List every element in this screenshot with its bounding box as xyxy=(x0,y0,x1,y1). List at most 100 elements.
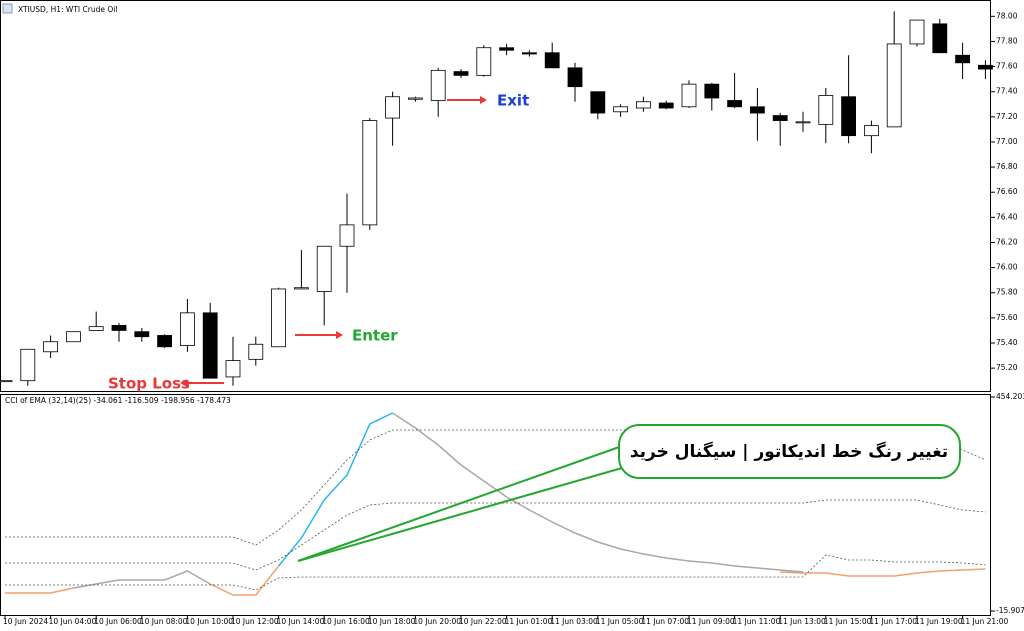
candle-body xyxy=(0,380,13,383)
indicator-line xyxy=(73,412,804,589)
candle-body xyxy=(248,343,264,360)
y-tick-label: 76.40 xyxy=(996,212,1018,221)
candle-body xyxy=(407,97,423,100)
candle-body xyxy=(385,96,401,119)
candle-body xyxy=(43,341,58,353)
candle-body xyxy=(978,64,993,70)
chart-title: XTIUSD, H1: WTI Crude Oil xyxy=(18,5,117,14)
x-tick-label: 10 Jun 08:00 xyxy=(140,617,188,626)
candle-body xyxy=(157,335,173,348)
callout-box xyxy=(618,424,961,479)
candle-body xyxy=(932,23,948,54)
indicator-panel xyxy=(0,394,991,616)
candle-body xyxy=(750,106,765,114)
x-tick-label: 11 Jun 17:00 xyxy=(869,617,917,626)
y-tick-label: 77.80 xyxy=(996,36,1018,45)
candle-body xyxy=(316,245,332,292)
candle-body xyxy=(179,312,195,346)
candle-body xyxy=(476,47,492,76)
symbol-icon xyxy=(2,3,13,14)
level-line xyxy=(5,499,986,571)
candle-body xyxy=(430,69,446,101)
y-tick-label: 77.20 xyxy=(996,112,1018,121)
candle-body xyxy=(864,125,879,137)
x-tick-label: 11 Jun 01:00 xyxy=(505,617,553,626)
candle-body xyxy=(20,348,36,382)
candle-body xyxy=(886,43,902,128)
indicator-line xyxy=(278,412,393,567)
y-tick-label: 76.80 xyxy=(996,162,1018,171)
annotation-arrow-head xyxy=(336,331,343,339)
candle-body xyxy=(544,52,560,69)
annotation-arrow-head xyxy=(480,96,487,104)
candle-body xyxy=(453,71,469,76)
candle-body xyxy=(339,224,355,247)
callout-pointer xyxy=(297,445,623,562)
x-tick-label: 11 Jun 15:00 xyxy=(824,617,872,626)
callout-pointer xyxy=(297,467,623,562)
candle-body xyxy=(613,106,628,113)
candle-body xyxy=(293,287,309,290)
x-tick-label: 10 Jun 2024 xyxy=(3,617,48,626)
x-tick-label: 11 Jun 21:00 xyxy=(961,617,1009,626)
y-tick-label: 78.00 xyxy=(996,11,1018,20)
x-tick-label: 10 Jun 10:00 xyxy=(185,617,233,626)
candle-body xyxy=(362,120,378,226)
candle-body xyxy=(134,331,150,338)
candle-body xyxy=(795,121,811,124)
price-panel xyxy=(0,0,991,392)
x-tick-label: 11 Jun 05:00 xyxy=(596,617,644,626)
x-tick-label: 11 Jun 03:00 xyxy=(550,617,598,626)
candle-body xyxy=(522,52,537,55)
x-tick-label: 10 Jun 06:00 xyxy=(94,617,142,626)
candle-body xyxy=(727,100,742,108)
annotation-arrow-head xyxy=(180,379,187,387)
y-tick-label: 77.40 xyxy=(996,87,1018,96)
y-tick-label: 75.60 xyxy=(996,313,1018,322)
x-tick-label: 10 Jun 14:00 xyxy=(277,617,325,626)
candle-body xyxy=(704,83,720,99)
candle-body xyxy=(636,101,651,109)
y-tick-label: 75.80 xyxy=(996,288,1018,297)
y-tick-label: 76.60 xyxy=(996,187,1018,196)
candle-body xyxy=(818,95,834,125)
candle-body xyxy=(88,326,104,331)
candle-body xyxy=(681,83,697,108)
candle-body xyxy=(909,19,925,45)
candle-body xyxy=(225,360,241,378)
x-tick-label: 10 Jun 04:00 xyxy=(49,617,97,626)
x-tick-label: 10 Jun 16:00 xyxy=(322,617,370,626)
candle-body xyxy=(111,325,127,331)
candle-body xyxy=(567,67,583,88)
y-tick-label: 75.40 xyxy=(996,338,1018,347)
y-tick-label: 77.60 xyxy=(996,62,1018,71)
x-tick-label: 10 Jun 20:00 xyxy=(413,617,461,626)
indicator-line xyxy=(5,565,986,596)
candle-body xyxy=(202,312,218,379)
candle-body xyxy=(499,47,515,51)
indicator-title: CCI of EMA (32,14)(25) -34.061 -116.509 … xyxy=(5,396,231,405)
y-tick-label: 454.203 xyxy=(996,392,1024,401)
x-tick-label: 10 Jun 18:00 xyxy=(368,617,416,626)
y-tick-label: -15.907 xyxy=(996,606,1024,615)
callout-text: تغییر رنگ خط اندیکاتور | سیگنال خرید xyxy=(630,441,948,462)
level-line xyxy=(5,554,986,591)
candle-body xyxy=(590,91,606,114)
x-tick-label: 11 Jun 13:00 xyxy=(778,617,826,626)
y-tick-label: 77.00 xyxy=(996,137,1018,146)
y-tick-label: 76.00 xyxy=(996,263,1018,272)
x-tick-label: 10 Jun 12:00 xyxy=(231,617,279,626)
annotation-label: Stop Loss xyxy=(108,375,190,393)
x-tick-label: 11 Jun 09:00 xyxy=(687,617,735,626)
candle-body xyxy=(271,288,287,348)
annotation-label: Exit xyxy=(497,92,529,110)
x-tick-label: 10 Jun 22:00 xyxy=(459,617,507,626)
x-tick-label: 11 Jun 19:00 xyxy=(915,617,963,626)
y-tick-label: 76.20 xyxy=(996,237,1018,246)
candle-body xyxy=(658,102,674,109)
candle-body xyxy=(841,96,856,137)
x-tick-label: 11 Jun 11:00 xyxy=(733,617,781,626)
candle-body xyxy=(66,331,81,343)
candle-body xyxy=(772,115,788,121)
